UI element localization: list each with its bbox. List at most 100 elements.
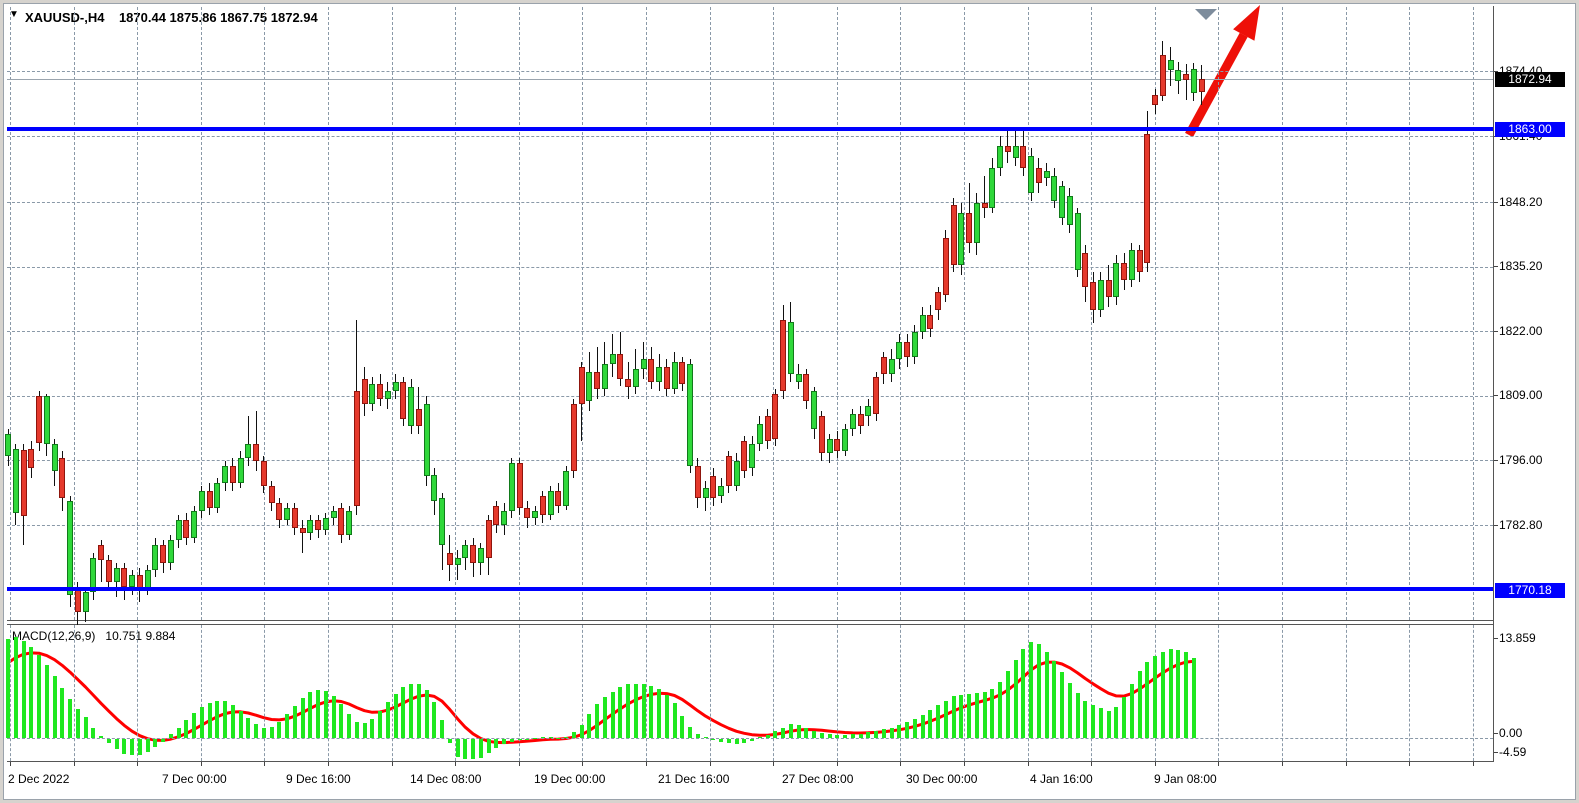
time-axis-label: 21 Dec 16:00 bbox=[658, 772, 730, 786]
macd-histogram-bar bbox=[974, 693, 979, 738]
macd-histogram-bar bbox=[91, 727, 96, 738]
time-axis-tick bbox=[455, 762, 457, 766]
candle bbox=[904, 341, 910, 357]
macd-histogram-bar bbox=[649, 685, 654, 738]
support-line[interactable] bbox=[7, 586, 1493, 591]
vertical-gridline bbox=[582, 7, 584, 620]
candle bbox=[1066, 195, 1073, 226]
time-axis-label: 7 Dec 00:00 bbox=[162, 772, 227, 786]
macd-histogram-bar bbox=[21, 641, 26, 738]
macd-histogram-bar bbox=[130, 739, 134, 756]
candle bbox=[811, 391, 817, 429]
candle bbox=[687, 364, 693, 466]
candle bbox=[1004, 145, 1011, 152]
candle bbox=[12, 448, 19, 513]
candle-wick bbox=[247, 416, 249, 466]
candle bbox=[1020, 145, 1027, 169]
macd-histogram-bar bbox=[990, 688, 995, 738]
macd-histogram-bar bbox=[912, 718, 917, 738]
macd-histogram-bar bbox=[734, 739, 739, 745]
symbol-dropdown-icon[interactable]: ▼ bbox=[9, 9, 19, 20]
macd-histogram-bar bbox=[897, 725, 902, 738]
vertical-gridline bbox=[1218, 625, 1220, 761]
candle bbox=[121, 567, 128, 588]
time-axis-tick bbox=[582, 762, 584, 766]
candle-wick bbox=[255, 411, 257, 471]
macd-histogram-bar bbox=[347, 714, 351, 738]
candle bbox=[400, 381, 407, 419]
time-axis-label: 19 Dec 00:00 bbox=[534, 772, 606, 786]
macd-histogram-bar bbox=[1036, 644, 1041, 738]
candle-wick bbox=[457, 550, 458, 580]
macd-histogram-bar bbox=[1106, 711, 1111, 738]
macd-histogram-bar bbox=[308, 691, 313, 738]
macd-histogram-bar bbox=[60, 688, 65, 738]
price-axis-tick bbox=[1494, 331, 1498, 332]
horizontal-gridline bbox=[7, 202, 1493, 203]
candle bbox=[966, 212, 972, 243]
candle bbox=[671, 361, 678, 389]
horizontal-gridline bbox=[7, 136, 1493, 137]
time-axis-label: 9 Dec 16:00 bbox=[286, 772, 351, 786]
vertical-gridline bbox=[10, 7, 11, 620]
candle bbox=[245, 443, 252, 459]
price-axis-label: 1848.20 bbox=[1499, 195, 1543, 209]
macd-histogram-bar bbox=[478, 739, 483, 759]
macd-histogram-bar bbox=[626, 684, 630, 738]
candle bbox=[152, 545, 159, 571]
macd-histogram-bar bbox=[168, 734, 173, 738]
macd-histogram-bar bbox=[207, 702, 212, 738]
vertical-gridline bbox=[1091, 7, 1093, 620]
candle bbox=[1167, 60, 1174, 71]
candle bbox=[237, 458, 244, 484]
macd-histogram-bar bbox=[261, 727, 266, 738]
macd-histogram-bar bbox=[680, 715, 685, 738]
macd-histogram-bar bbox=[641, 683, 646, 738]
time-axis-tick bbox=[10, 762, 11, 766]
price-axis-tick bbox=[1494, 460, 1498, 461]
macd-indicator-label: MACD(12,26,9) 10.751 9.884 bbox=[12, 629, 175, 643]
vertical-gridline bbox=[73, 7, 75, 620]
macd-histogram-bar bbox=[998, 682, 1002, 738]
vertical-gridline bbox=[73, 625, 75, 761]
macd-histogram-bar bbox=[1005, 670, 1010, 738]
macd-histogram-bar bbox=[223, 701, 227, 738]
macd-histogram-bar bbox=[1044, 652, 1049, 738]
vertical-gridline bbox=[518, 7, 520, 620]
macd-histogram-bar bbox=[796, 725, 801, 738]
vertical-gridline bbox=[391, 625, 393, 761]
candle bbox=[253, 443, 259, 461]
resistance-line[interactable] bbox=[7, 126, 1493, 131]
candle bbox=[1121, 262, 1127, 280]
price-axis-label: 1835.20 bbox=[1499, 259, 1543, 273]
macd-histogram-bar bbox=[1153, 656, 1157, 738]
candle bbox=[392, 381, 399, 392]
macd-histogram-bar bbox=[1098, 708, 1103, 738]
candle bbox=[586, 371, 593, 402]
candle bbox=[1128, 250, 1135, 280]
candle bbox=[532, 510, 538, 518]
vertical-gridline bbox=[646, 625, 647, 761]
macd-histogram-bar bbox=[385, 702, 390, 738]
candle bbox=[260, 460, 267, 486]
macd-axis-tick bbox=[1494, 733, 1498, 734]
macd-histogram-bar bbox=[587, 714, 592, 738]
vertical-gridline bbox=[1091, 625, 1093, 761]
vertical-gridline bbox=[1218, 7, 1220, 620]
main-chart-area[interactable] bbox=[3, 3, 1576, 800]
macd-histogram-bar bbox=[1137, 670, 1142, 738]
vertical-gridline bbox=[328, 7, 329, 620]
candle bbox=[353, 391, 360, 506]
macd-histogram-bar bbox=[192, 713, 196, 738]
macd-histogram-bar bbox=[1114, 706, 1119, 738]
candle bbox=[175, 520, 182, 541]
time-axis-tick bbox=[900, 762, 902, 766]
candle bbox=[702, 488, 709, 499]
macd-histogram-bar bbox=[1160, 651, 1165, 738]
macd-histogram-bar bbox=[486, 739, 491, 754]
macd-histogram-bar bbox=[533, 738, 537, 739]
vertical-gridline bbox=[1409, 625, 1411, 761]
macd-histogram-bar bbox=[378, 711, 382, 738]
macd-histogram-bar bbox=[695, 734, 700, 738]
macd-histogram-bar bbox=[812, 730, 816, 738]
